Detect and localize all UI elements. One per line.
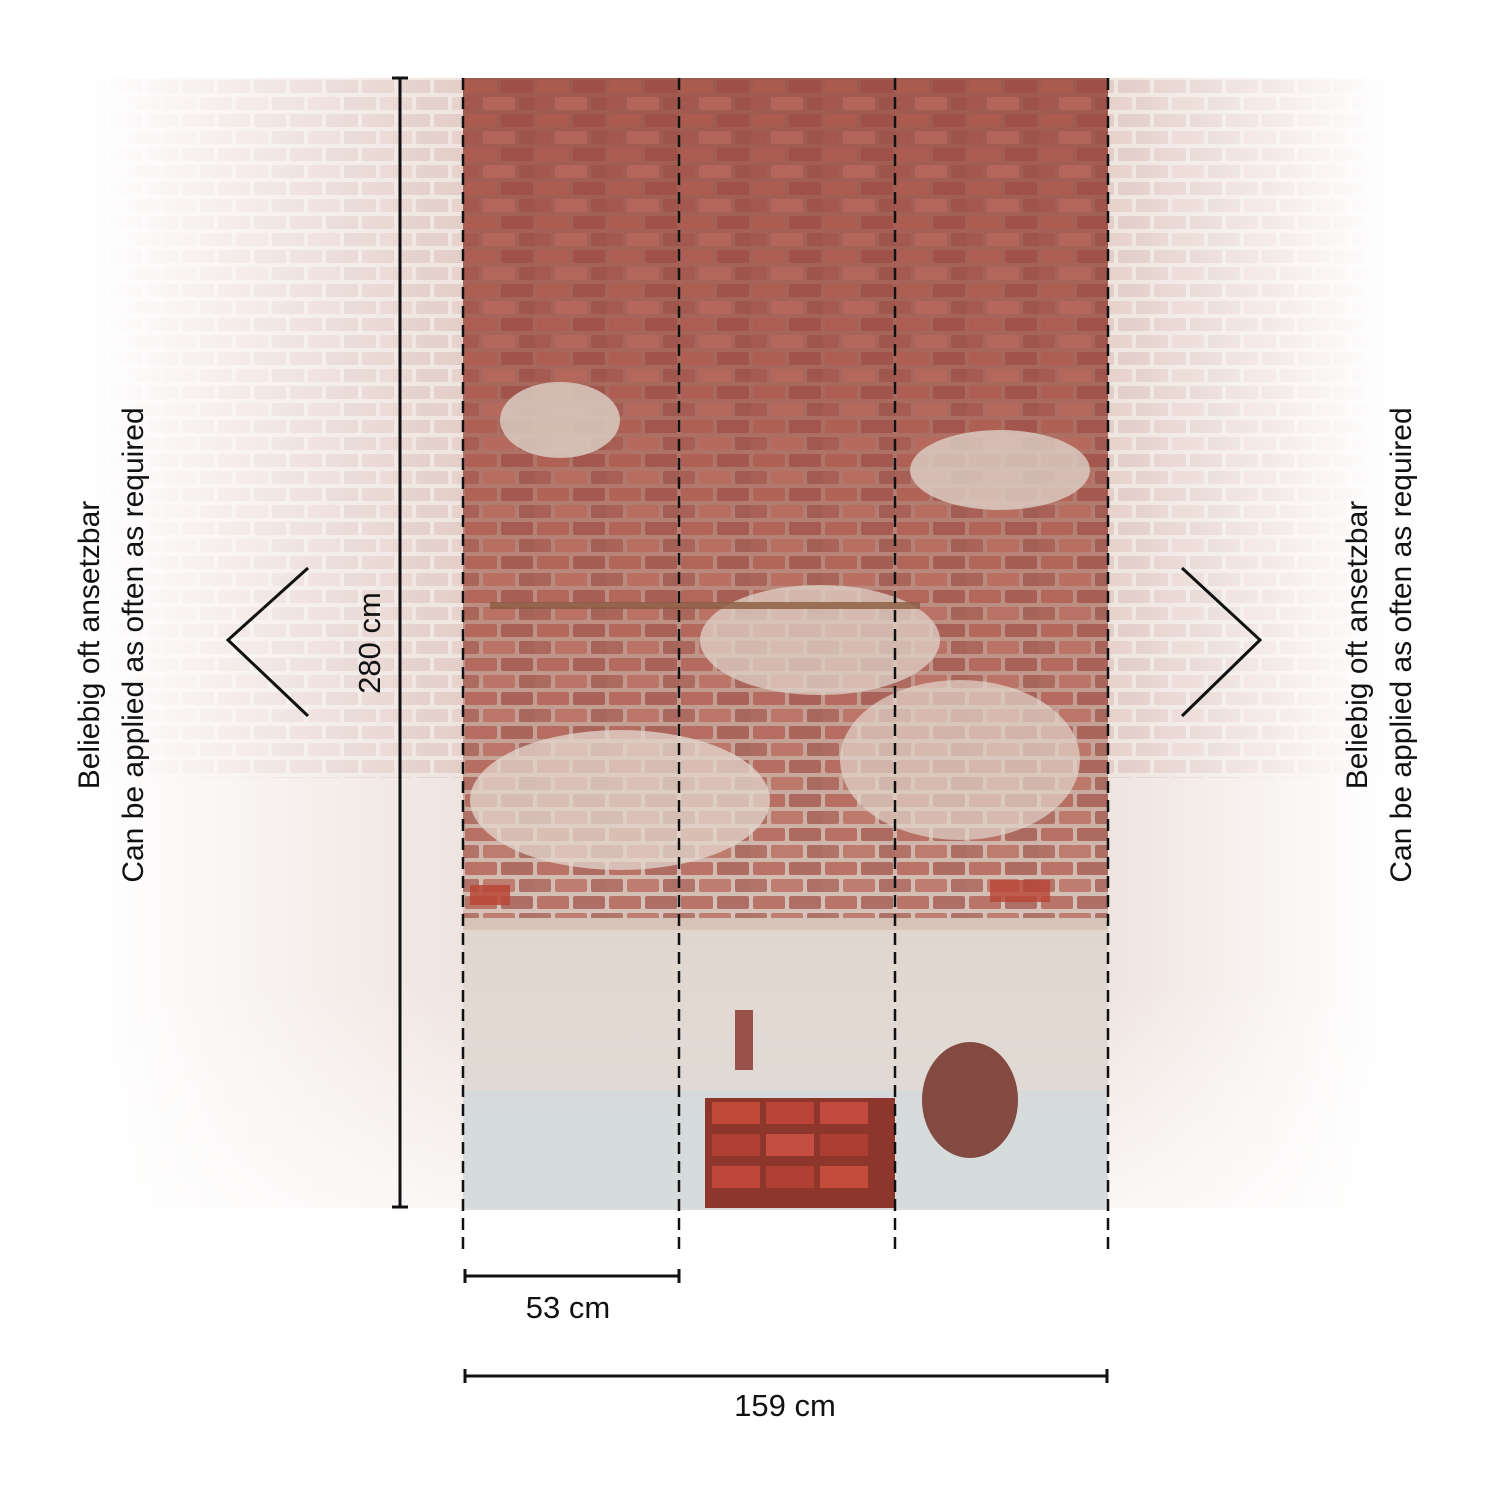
strip-width-dimension — [463, 1269, 681, 1283]
right-repeat-area — [1108, 78, 1388, 1208]
right-note-english: Can be applied as often as required — [1385, 407, 1418, 883]
left-note-german: Beliebig oft ansetzbar — [73, 500, 106, 790]
chevron-right-icon — [1180, 566, 1263, 718]
strip-width-label: 53 cm — [525, 1290, 611, 1325]
total-width-label: 159 cm — [734, 1388, 836, 1423]
chevron-left-icon — [225, 566, 310, 718]
exposed-brick-bottom — [705, 1098, 895, 1208]
right-repeat-note: Beliebig oft ansetzbar Can be applied as… — [1336, 407, 1424, 882]
height-label: 280 cm — [352, 592, 387, 694]
brick-wall-panel — [463, 78, 1108, 1210]
strip-seams — [461, 78, 1110, 1255]
height-dimension — [392, 76, 408, 1209]
right-note-german: Beliebig oft ansetzbar — [1341, 500, 1374, 790]
left-note-english: Can be applied as often as required — [117, 407, 150, 883]
left-repeat-note: Beliebig oft ansetzbar Can be applied as… — [68, 407, 156, 882]
total-width-dimension — [463, 1369, 1109, 1383]
